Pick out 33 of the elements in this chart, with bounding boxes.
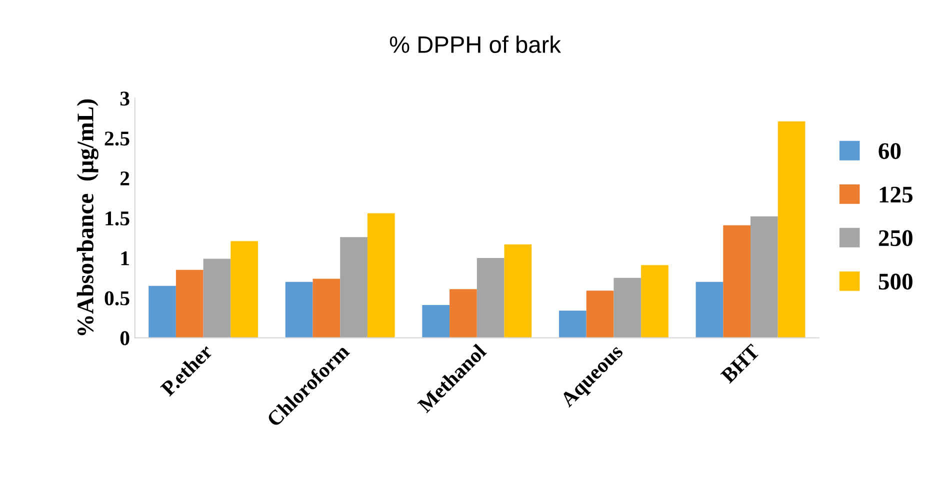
bar — [340, 237, 368, 338]
bar — [778, 121, 806, 338]
bar — [641, 265, 668, 338]
legend-label: 250 — [878, 230, 912, 246]
y-tick-label: 0 — [120, 331, 130, 346]
y-tick-label: 3 — [120, 92, 130, 106]
bar — [148, 286, 176, 338]
legend-label: 60 — [878, 143, 901, 160]
bar — [367, 213, 395, 338]
legend-label: 500 — [878, 274, 912, 290]
bar — [203, 258, 231, 338]
bar — [285, 282, 313, 338]
bar — [312, 278, 340, 338]
y-axis-title: %Absorbance (µg/mL) — [76, 99, 98, 336]
bar — [450, 289, 477, 338]
bar — [696, 282, 724, 338]
bar — [504, 244, 532, 338]
bar — [230, 241, 258, 338]
bar — [558, 310, 586, 338]
bar — [723, 225, 750, 338]
bar — [614, 278, 642, 338]
bar — [476, 258, 504, 338]
y-tick-label: 0.5 — [104, 291, 130, 306]
y-tick-label: 1 — [121, 251, 129, 266]
bar — [750, 216, 778, 338]
chart-title: % DPPH of bark — [390, 36, 561, 53]
y-tick-label: 2 — [120, 172, 130, 186]
y-tick-label: 2.5 — [104, 132, 130, 146]
bar — [176, 270, 204, 338]
y-tick-label: 1.5 — [106, 211, 130, 226]
bar — [586, 290, 614, 338]
bar — [422, 305, 450, 338]
legend-label: 125 — [880, 186, 912, 203]
